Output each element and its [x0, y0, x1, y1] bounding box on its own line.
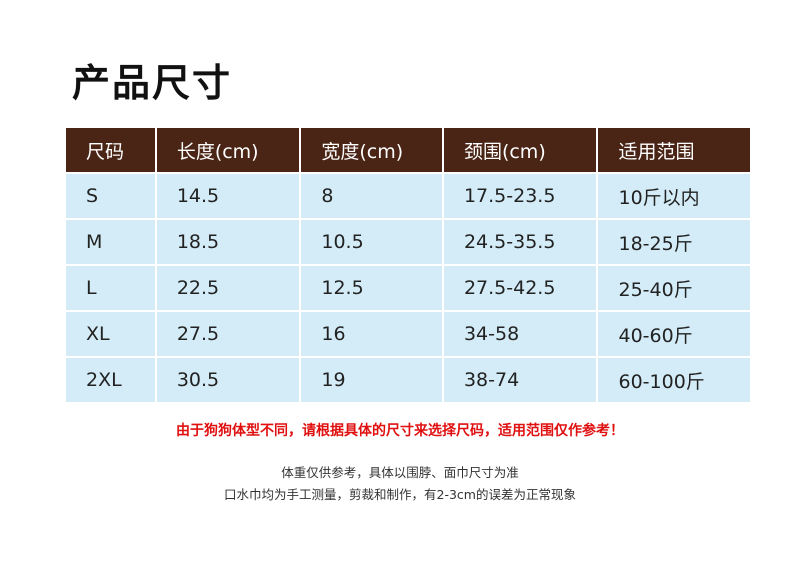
table-row: L 22.5 12.5 27.5-42.5 25-40斤 — [64, 264, 752, 312]
cell-length: 27.5 — [154, 310, 302, 358]
header-neck: 颈围(cm) — [441, 126, 599, 174]
page-title: 产品尺寸 — [72, 61, 233, 105]
cell-length: 18.5 — [154, 218, 302, 266]
cell-weight-range: 10斤以内 — [596, 172, 752, 220]
table-row: 2XL 30.5 19 38-74 60-100斤 — [64, 356, 752, 404]
cell-neck: 24.5-35.5 — [441, 218, 599, 266]
cell-width: 12.5 — [299, 264, 444, 312]
cell-width: 10.5 — [299, 218, 444, 266]
cell-size: M — [64, 218, 157, 266]
size-table: 尺码 长度(cm) 宽度(cm) 颈围(cm) 适用范围 S 14.5 8 17.5-… — [64, 126, 752, 404]
cell-neck: 34-58 — [441, 310, 599, 358]
cell-weight-range: 40-60斤 — [596, 310, 752, 358]
cell-width: 16 — [299, 310, 444, 358]
cell-size: S — [64, 172, 157, 220]
cell-length: 30.5 — [154, 356, 302, 404]
cell-weight-range: 25-40斤 — [596, 264, 752, 312]
header-width: 宽度(cm) — [299, 126, 444, 174]
cell-length: 22.5 — [154, 264, 302, 312]
cell-neck: 27.5-42.5 — [441, 264, 599, 312]
note-line-1: 体重仅供参考，具体以围脖、面巾尺寸为准 — [281, 465, 519, 480]
header-length: 长度(cm) — [154, 126, 302, 174]
warning-text: 由于狗狗体型不同，请根据具体的尺寸来选择尺码，适用范围仅作参考！ — [176, 423, 624, 439]
cell-width: 19 — [299, 356, 444, 404]
table-header-row: 尺码 长度(cm) 宽度(cm) 颈围(cm) 适用范围 — [64, 126, 752, 174]
cell-neck: 17.5-23.5 — [441, 172, 599, 220]
cell-width: 8 — [299, 172, 444, 220]
cell-size: 2XL — [64, 356, 157, 404]
cell-size: XL — [64, 310, 157, 358]
cell-size: L — [64, 264, 157, 312]
note-line-2: 口水巾均为手工测量，剪裁和制作，有2-3cm的误差为正常现象 — [224, 487, 576, 502]
header-weight-range: 适用范围 — [596, 126, 752, 174]
cell-neck: 38-74 — [441, 356, 599, 404]
header-size: 尺码 — [64, 126, 157, 174]
table-row: M 18.5 10.5 24.5-35.5 18-25斤 — [64, 218, 752, 266]
cell-weight-range: 60-100斤 — [596, 356, 752, 404]
table-row: XL 27.5 16 34-58 40-60斤 — [64, 310, 752, 358]
cell-weight-range: 18-25斤 — [596, 218, 752, 266]
cell-length: 14.5 — [154, 172, 302, 220]
table-row: S 14.5 8 17.5-23.5 10斤以内 — [64, 172, 752, 220]
